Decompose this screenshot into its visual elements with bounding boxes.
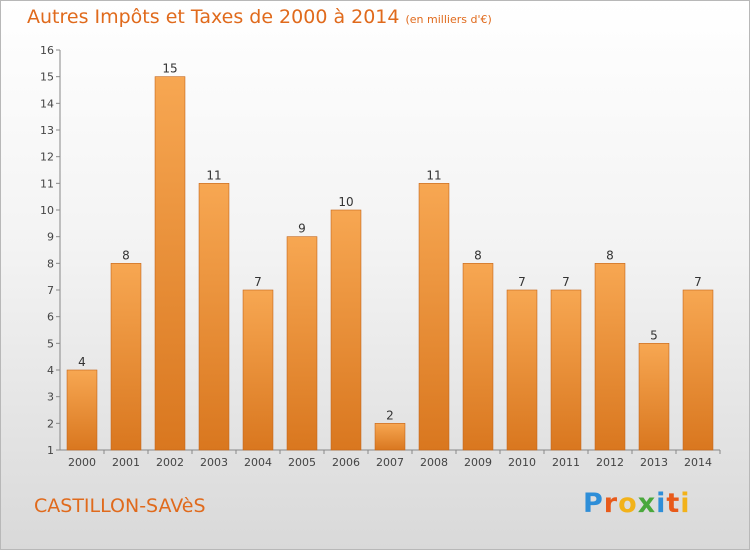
brand-letter: i [656, 488, 667, 519]
y-tick-label: 1 [47, 444, 54, 457]
y-tick-label: 15 [40, 71, 54, 84]
y-tick-label: 13 [40, 124, 54, 137]
x-tick-label-2010: 2010 [508, 456, 536, 469]
bar-2008 [418, 183, 450, 451]
x-tick-label-2011: 2011 [552, 456, 580, 469]
y-tick-label: 2 [47, 417, 54, 430]
x-tick-label-2002: 2002 [156, 456, 184, 469]
bar-2005 [286, 236, 318, 451]
x-tick-label-2012: 2012 [596, 456, 624, 469]
bar-2007 [374, 423, 406, 451]
brand-letter: o [618, 488, 638, 519]
data-label-2013: 5 [650, 328, 658, 342]
data-label-2001: 8 [122, 248, 130, 262]
bar-2009 [462, 263, 494, 451]
bar-2014 [682, 289, 714, 451]
commune-name: CASTILLON-SAVèS [34, 495, 206, 517]
x-tick-label-2005: 2005 [288, 456, 316, 469]
x-tick-label-2014: 2014 [684, 456, 712, 469]
y-tick-label: 6 [47, 311, 54, 324]
brand-letter: P [583, 488, 604, 519]
data-label-2011: 7 [562, 275, 570, 289]
bar-2002 [154, 76, 186, 451]
data-labels: 4 8 15 11 7 9 10 2 11 8 7 7 8 5 7 [78, 62, 702, 423]
bars [66, 76, 714, 451]
chart-subtitle: (en milliers d'€) [405, 13, 492, 26]
y-tick-label: 14 [40, 97, 54, 110]
y-tick-label: 16 [40, 44, 54, 57]
y-tick-label: 10 [40, 204, 54, 217]
bar-2012 [594, 263, 626, 451]
y-tick-label: 7 [47, 284, 54, 297]
title-text: Autres Impôts et Taxes de 2000 à 2014 [27, 6, 400, 28]
y-tick-label: 11 [40, 177, 54, 190]
x-tick-label-2009: 2009 [464, 456, 492, 469]
x-tick-label-2003: 2003 [200, 456, 228, 469]
bar-2003 [198, 183, 230, 451]
brand-logo: Proxiti [583, 488, 691, 519]
data-label-2009: 8 [474, 248, 482, 262]
bar-2004 [242, 289, 274, 451]
bar-2006 [330, 209, 362, 451]
x-tick-label-2006: 2006 [332, 456, 360, 469]
data-label-2005: 9 [298, 222, 306, 236]
bar-2000 [66, 369, 98, 451]
bar-2010 [506, 289, 538, 451]
data-label-2002: 15 [162, 62, 177, 76]
x-tick-label-2007: 2007 [376, 456, 404, 469]
data-label-2008: 11 [426, 168, 441, 182]
data-label-2012: 8 [606, 248, 614, 262]
y-tick-label: 8 [47, 257, 54, 270]
x-tick-label-2004: 2004 [244, 456, 272, 469]
data-label-2000: 4 [78, 355, 86, 369]
y-tick-label: 3 [47, 391, 54, 404]
data-label-2004: 7 [254, 275, 262, 289]
y-tick-label: 4 [47, 364, 54, 377]
y-tick-label: 9 [47, 231, 54, 244]
data-label-2003: 11 [206, 168, 221, 182]
brand-letter: t [666, 488, 681, 519]
brand-letter: r [603, 488, 619, 519]
chart-title: Autres Impôts et Taxes de 2000 à 2014 (en… [27, 6, 492, 28]
brand-letter: x [637, 488, 657, 519]
y-tick-label: 5 [47, 337, 54, 350]
x-tick-label-2001: 2001 [112, 456, 140, 469]
x-tick-label-2000: 2000 [68, 456, 96, 469]
data-label-2010: 7 [518, 275, 526, 289]
data-label-2014: 7 [694, 275, 702, 289]
y-tick-label: 12 [40, 151, 54, 164]
data-label-2006: 10 [338, 195, 353, 209]
bar-2013 [638, 343, 670, 451]
bar-2001 [110, 263, 142, 451]
x-tick-label-2008: 2008 [420, 456, 448, 469]
bar-2011 [550, 289, 582, 451]
x-tick-label-2013: 2013 [640, 456, 668, 469]
data-label-2007: 2 [386, 408, 394, 422]
brand-letter: i [680, 488, 691, 519]
